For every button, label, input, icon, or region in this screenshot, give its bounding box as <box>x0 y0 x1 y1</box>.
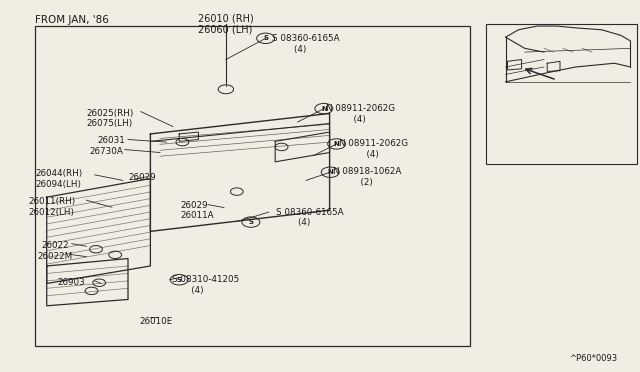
Text: 26031: 26031 <box>97 136 125 145</box>
Text: ^P60*0093: ^P60*0093 <box>570 354 618 363</box>
Text: 26022: 26022 <box>42 241 69 250</box>
Text: N: N <box>327 169 333 175</box>
Text: N 08918-1062A
          (2): N 08918-1062A (2) <box>333 167 401 187</box>
Text: FROM JAN, '86: FROM JAN, '86 <box>35 15 109 25</box>
Text: S: S <box>177 277 182 283</box>
Text: N 08911-2062G
          (4): N 08911-2062G (4) <box>339 140 408 159</box>
Text: 26029
26011A: 26029 26011A <box>180 201 214 220</box>
Bar <box>35 26 470 346</box>
Text: N 08911-2062G
          (4): N 08911-2062G (4) <box>326 104 396 124</box>
Text: 26025(RH)
26075(LH): 26025(RH) 26075(LH) <box>86 109 134 128</box>
Text: N: N <box>333 141 340 147</box>
Text: S 08360-6165A
        (4): S 08360-6165A (4) <box>276 208 344 227</box>
Text: 26029: 26029 <box>128 173 156 182</box>
Bar <box>486 24 637 164</box>
Text: S: S <box>263 35 268 41</box>
Text: N: N <box>321 106 327 112</box>
Text: 26044(RH)
26094(LH): 26044(RH) 26094(LH) <box>35 169 83 189</box>
Text: S: S <box>248 219 253 225</box>
Text: 26022M: 26022M <box>37 252 72 261</box>
Text: 26903: 26903 <box>58 278 85 287</box>
Text: S 08360-6165A
        (4): S 08360-6165A (4) <box>272 34 340 54</box>
Text: 26010E: 26010E <box>140 317 173 326</box>
Text: 26010 (RH)
26060 (LH): 26010 (RH) 26060 (LH) <box>198 13 254 35</box>
Text: 26011(RH)
26012(LH): 26011(RH) 26012(LH) <box>29 197 76 217</box>
Text: S 08310-41205
       (4): S 08310-41205 (4) <box>172 275 239 295</box>
Text: 26730A: 26730A <box>90 147 124 155</box>
